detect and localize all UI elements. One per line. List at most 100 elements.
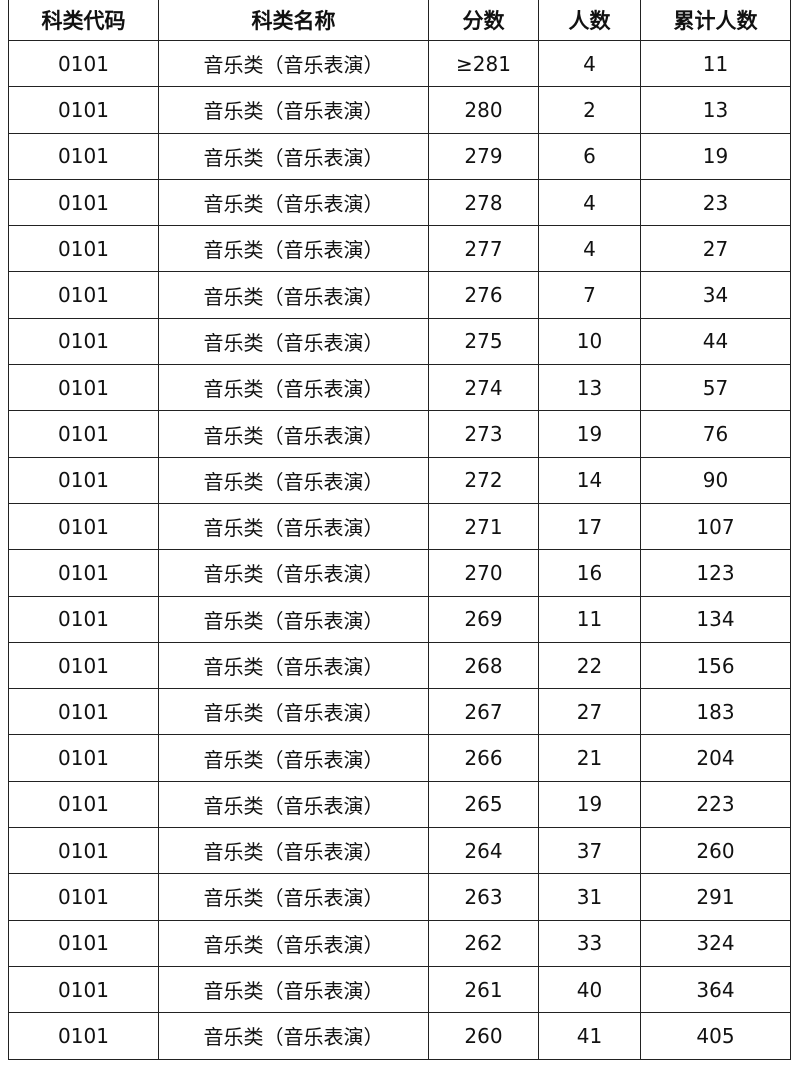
table-row: 0101 音乐类（音乐表演） 260 41 405	[8, 1012, 791, 1060]
cell-code: 0101	[8, 688, 159, 736]
cell-name: 音乐类（音乐表演）	[158, 410, 429, 458]
cell-count: 4	[538, 39, 641, 88]
cell-count: 37	[538, 827, 641, 875]
cell-name: 音乐类（音乐表演）	[158, 364, 429, 412]
cell-cumulative: 13	[640, 86, 791, 134]
score-distribution-table: 科类代码 科类名称 分数 人数 累计人数 0101 音乐类（音乐表演） ≥281 4 11 010…	[8, 0, 791, 1060]
cell-score: 279	[428, 132, 539, 180]
cell-count: 6	[538, 132, 641, 180]
cell-score: 277	[428, 225, 539, 273]
cell-code: 0101	[8, 39, 159, 88]
cell-count: 33	[538, 919, 641, 967]
table-row: 0101 音乐类（音乐表演） 275 10 44	[8, 317, 791, 366]
cell-code: 0101	[8, 549, 159, 597]
cell-code: 0101	[8, 456, 159, 504]
cell-score: 267	[428, 688, 539, 736]
cell-code: 0101	[8, 734, 159, 782]
cell-cumulative: 123	[640, 549, 791, 597]
cell-cumulative: 223	[640, 780, 791, 829]
cell-name: 音乐类（音乐表演）	[158, 595, 429, 643]
cell-code: 0101	[8, 364, 159, 412]
table-row: 0101 音乐类（音乐表演） 263 31 291	[8, 873, 791, 921]
cell-cumulative: 156	[640, 641, 791, 690]
header-cumulative: 累计人数	[640, 0, 791, 41]
cell-count: 13	[538, 364, 641, 412]
cell-cumulative: 364	[640, 965, 791, 1014]
cell-cumulative: 405	[640, 1012, 791, 1060]
cell-cumulative: 291	[640, 873, 791, 921]
cell-code: 0101	[8, 271, 159, 319]
cell-count: 4	[538, 178, 641, 227]
cell-count: 11	[538, 595, 641, 643]
cell-name: 音乐类（音乐表演）	[158, 919, 429, 967]
table-row: 0101 音乐类（音乐表演） 264 37 260	[8, 827, 791, 875]
cell-code: 0101	[8, 641, 159, 690]
cell-name: 音乐类（音乐表演）	[158, 456, 429, 504]
table-row: 0101 音乐类（音乐表演） 274 13 57	[8, 364, 791, 412]
cell-code: 0101	[8, 965, 159, 1014]
cell-cumulative: 11	[640, 39, 791, 88]
cell-score: 265	[428, 780, 539, 829]
cell-name: 音乐类（音乐表演）	[158, 225, 429, 273]
cell-code: 0101	[8, 225, 159, 273]
cell-name: 音乐类（音乐表演）	[158, 39, 429, 88]
cell-cumulative: 183	[640, 688, 791, 736]
cell-cumulative: 324	[640, 919, 791, 967]
cell-count: 17	[538, 502, 641, 551]
cell-code: 0101	[8, 827, 159, 875]
cell-name: 音乐类（音乐表演）	[158, 873, 429, 921]
cell-score: 280	[428, 86, 539, 134]
cell-count: 14	[538, 456, 641, 504]
cell-score: 276	[428, 271, 539, 319]
cell-name: 音乐类（音乐表演）	[158, 1012, 429, 1060]
cell-score: 271	[428, 502, 539, 551]
cell-score: 264	[428, 827, 539, 875]
table-row: 0101 音乐类（音乐表演） ≥281 4 11	[8, 39, 791, 88]
cell-name: 音乐类（音乐表演）	[158, 965, 429, 1014]
cell-score: 266	[428, 734, 539, 782]
cell-count: 2	[538, 86, 641, 134]
table-row: 0101 音乐类（音乐表演） 277 4 27	[8, 225, 791, 273]
table-row: 0101 音乐类（音乐表演） 273 19 76	[8, 410, 791, 458]
cell-count: 27	[538, 688, 641, 736]
cell-cumulative: 107	[640, 502, 791, 551]
cell-score: 278	[428, 178, 539, 227]
table-row: 0101 音乐类（音乐表演） 271 17 107	[8, 502, 791, 551]
cell-name: 音乐类（音乐表演）	[158, 827, 429, 875]
table-row: 0101 音乐类（音乐表演） 267 27 183	[8, 688, 791, 736]
cell-code: 0101	[8, 1012, 159, 1060]
cell-count: 16	[538, 549, 641, 597]
cell-cumulative: 34	[640, 271, 791, 319]
cell-name: 音乐类（音乐表演）	[158, 86, 429, 134]
table-row: 0101 音乐类（音乐表演） 272 14 90	[8, 456, 791, 504]
cell-count: 40	[538, 965, 641, 1014]
cell-cumulative: 76	[640, 410, 791, 458]
table-row: 0101 音乐类（音乐表演） 279 6 19	[8, 132, 791, 180]
cell-code: 0101	[8, 86, 159, 134]
cell-cumulative: 90	[640, 456, 791, 504]
cell-code: 0101	[8, 132, 159, 180]
cell-cumulative: 204	[640, 734, 791, 782]
cell-cumulative: 134	[640, 595, 791, 643]
cell-count: 22	[538, 641, 641, 690]
header-count: 人数	[538, 0, 641, 41]
cell-cumulative: 57	[640, 364, 791, 412]
table-row: 0101 音乐类（音乐表演） 280 2 13	[8, 86, 791, 134]
cell-score: 273	[428, 410, 539, 458]
cell-score: 275	[428, 317, 539, 366]
cell-code: 0101	[8, 502, 159, 551]
cell-cumulative: 44	[640, 317, 791, 366]
table-row: 0101 音乐类（音乐表演） 276 7 34	[8, 271, 791, 319]
table-row: 0101 音乐类（音乐表演） 268 22 156	[8, 641, 791, 690]
cell-score: ≥281	[428, 39, 539, 88]
cell-cumulative: 23	[640, 178, 791, 227]
header-score: 分数	[428, 0, 539, 41]
cell-name: 音乐类（音乐表演）	[158, 688, 429, 736]
cell-code: 0101	[8, 178, 159, 227]
cell-cumulative: 27	[640, 225, 791, 273]
table-row: 0101 音乐类（音乐表演） 265 19 223	[8, 780, 791, 829]
cell-code: 0101	[8, 780, 159, 829]
table-row: 0101 音乐类（音乐表演） 278 4 23	[8, 178, 791, 227]
table-row: 0101 音乐类（音乐表演） 262 33 324	[8, 919, 791, 967]
header-code: 科类代码	[8, 0, 159, 41]
